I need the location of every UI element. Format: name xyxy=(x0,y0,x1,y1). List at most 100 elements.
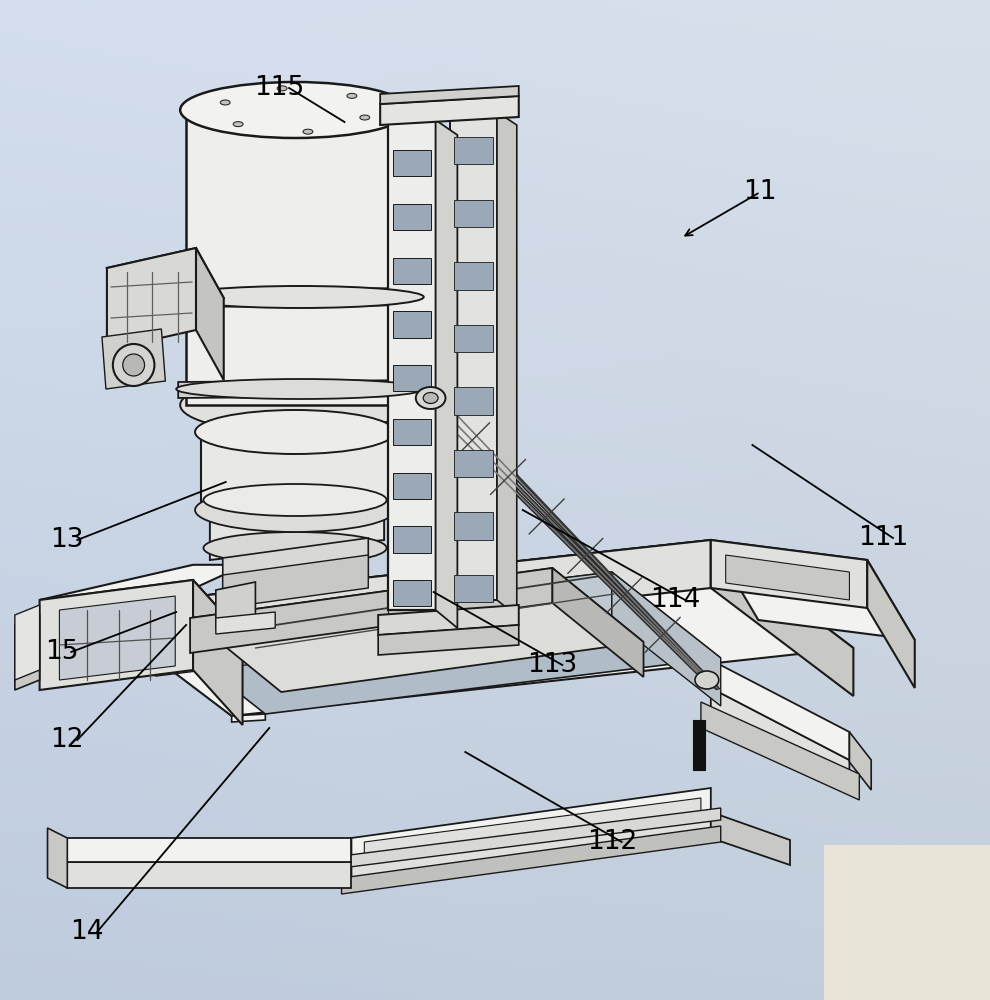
Ellipse shape xyxy=(195,410,395,454)
Polygon shape xyxy=(342,826,721,894)
Polygon shape xyxy=(364,798,701,856)
Ellipse shape xyxy=(424,392,438,403)
Polygon shape xyxy=(351,788,711,862)
Polygon shape xyxy=(107,248,196,350)
Ellipse shape xyxy=(123,354,145,376)
Polygon shape xyxy=(454,325,493,352)
Polygon shape xyxy=(711,540,853,696)
Polygon shape xyxy=(89,540,853,716)
Ellipse shape xyxy=(346,93,356,98)
Polygon shape xyxy=(342,808,721,868)
Text: 12: 12 xyxy=(50,727,84,753)
Polygon shape xyxy=(393,526,431,553)
Ellipse shape xyxy=(204,484,386,516)
Ellipse shape xyxy=(180,82,410,138)
Polygon shape xyxy=(223,538,368,595)
Polygon shape xyxy=(393,311,431,338)
Polygon shape xyxy=(867,560,915,688)
Text: 112: 112 xyxy=(587,829,637,855)
Polygon shape xyxy=(59,596,175,680)
Polygon shape xyxy=(454,512,493,540)
Polygon shape xyxy=(711,540,867,608)
Polygon shape xyxy=(404,110,419,415)
Polygon shape xyxy=(216,582,255,628)
Polygon shape xyxy=(178,288,426,307)
Ellipse shape xyxy=(204,532,386,564)
Polygon shape xyxy=(454,387,493,415)
Polygon shape xyxy=(552,568,644,677)
Polygon shape xyxy=(102,329,165,389)
Ellipse shape xyxy=(303,129,313,134)
Polygon shape xyxy=(454,200,493,227)
Ellipse shape xyxy=(180,377,410,433)
Text: 15: 15 xyxy=(45,639,78,665)
Polygon shape xyxy=(393,473,431,499)
Polygon shape xyxy=(711,540,915,640)
Text: 113: 113 xyxy=(528,652,577,678)
Polygon shape xyxy=(40,580,243,655)
Polygon shape xyxy=(15,605,40,680)
Polygon shape xyxy=(726,555,849,600)
Ellipse shape xyxy=(416,387,446,409)
Bar xyxy=(824,845,990,1000)
Text: 13: 13 xyxy=(50,527,84,553)
Polygon shape xyxy=(193,580,243,725)
Polygon shape xyxy=(612,572,721,706)
Polygon shape xyxy=(389,432,401,518)
Polygon shape xyxy=(48,828,67,888)
Polygon shape xyxy=(378,625,519,655)
Polygon shape xyxy=(380,96,519,125)
Text: 114: 114 xyxy=(650,587,700,613)
Ellipse shape xyxy=(195,488,395,532)
Polygon shape xyxy=(232,714,265,722)
Polygon shape xyxy=(40,580,193,690)
Polygon shape xyxy=(849,732,871,790)
Polygon shape xyxy=(186,110,404,405)
Polygon shape xyxy=(351,812,711,888)
Polygon shape xyxy=(210,490,384,560)
Ellipse shape xyxy=(695,671,719,689)
Polygon shape xyxy=(701,702,859,800)
Polygon shape xyxy=(393,150,431,176)
Polygon shape xyxy=(450,112,497,600)
Polygon shape xyxy=(201,432,389,510)
Polygon shape xyxy=(67,838,351,862)
Polygon shape xyxy=(89,540,711,618)
Polygon shape xyxy=(436,120,457,628)
Text: 11: 11 xyxy=(743,179,777,205)
Polygon shape xyxy=(107,248,224,318)
Polygon shape xyxy=(393,580,431,606)
Polygon shape xyxy=(711,812,790,865)
Polygon shape xyxy=(67,862,351,888)
Polygon shape xyxy=(393,419,431,445)
Polygon shape xyxy=(190,568,552,653)
Ellipse shape xyxy=(176,286,424,308)
Polygon shape xyxy=(393,257,431,284)
Ellipse shape xyxy=(234,122,244,127)
Text: 14: 14 xyxy=(70,919,104,945)
Ellipse shape xyxy=(359,115,369,120)
Text: 111: 111 xyxy=(858,525,908,551)
Polygon shape xyxy=(380,86,519,104)
Polygon shape xyxy=(454,450,493,477)
Polygon shape xyxy=(711,660,849,760)
Polygon shape xyxy=(497,112,517,616)
Polygon shape xyxy=(388,120,436,610)
Polygon shape xyxy=(156,572,721,714)
Polygon shape xyxy=(693,720,705,770)
Polygon shape xyxy=(15,615,40,690)
Polygon shape xyxy=(711,688,849,790)
Ellipse shape xyxy=(176,379,424,399)
Polygon shape xyxy=(196,248,224,380)
Ellipse shape xyxy=(221,100,231,105)
Ellipse shape xyxy=(113,344,154,386)
Polygon shape xyxy=(216,612,275,634)
Polygon shape xyxy=(89,540,711,656)
Polygon shape xyxy=(190,568,644,692)
Polygon shape xyxy=(454,137,493,164)
Ellipse shape xyxy=(277,86,287,91)
Polygon shape xyxy=(223,555,368,608)
Polygon shape xyxy=(178,380,426,398)
Polygon shape xyxy=(89,608,156,676)
Text: 115: 115 xyxy=(254,75,304,101)
